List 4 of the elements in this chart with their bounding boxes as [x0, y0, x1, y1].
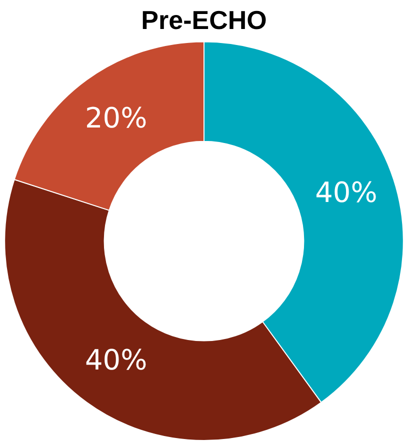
data-label: 40%: [315, 176, 378, 210]
data-label: 40%: [84, 343, 148, 376]
data-label: 20%: [84, 101, 148, 134]
chart-title: Pre-ECHO: [141, 4, 267, 35]
